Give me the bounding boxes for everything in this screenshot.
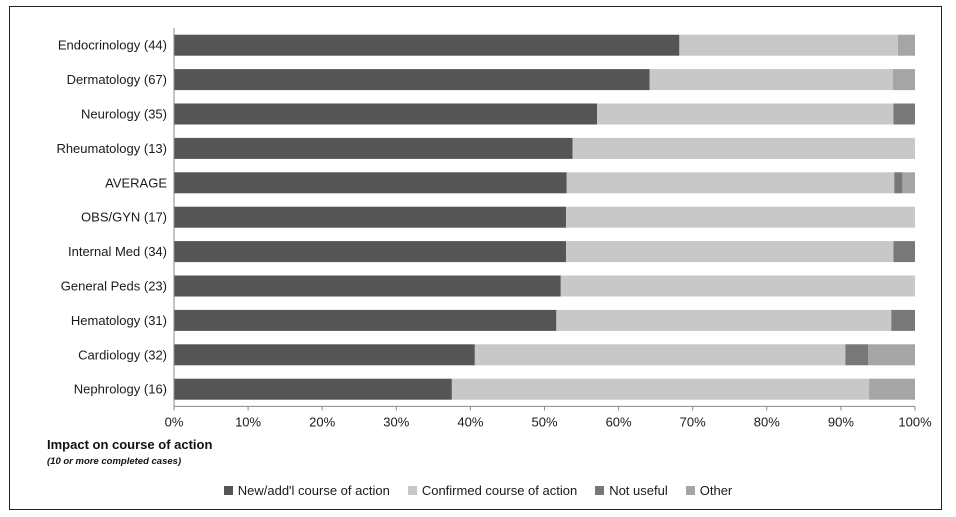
legend-item-other: Other <box>685 483 733 498</box>
bar-segment-confirmed-course-of-action <box>565 241 894 263</box>
chart-frame <box>9 6 942 510</box>
bar-segment-other <box>902 172 915 194</box>
chart-title: Impact on course of action <box>47 437 213 452</box>
x-tick-label: 80% <box>754 414 780 429</box>
bar-segment-other <box>868 344 915 366</box>
bar-segment-new-add-l-course-of-action <box>174 69 650 91</box>
bar-segment-new-add-l-course-of-action <box>174 34 680 56</box>
bar-segment-new-add-l-course-of-action <box>174 344 475 366</box>
legend-label: New/add'l course of action <box>237 483 390 498</box>
bar-segment-new-add-l-course-of-action <box>174 309 557 331</box>
x-tick-label: 70% <box>680 414 706 429</box>
bar-segment-new-add-l-course-of-action <box>174 275 561 297</box>
category-label: General Peds (23) <box>61 279 167 294</box>
category-label: Cardiology (32) <box>78 347 167 362</box>
legend-label: Confirmed course of action <box>421 483 578 498</box>
bar-segment-new-add-l-course-of-action <box>174 206 566 228</box>
legend-label: Not useful <box>609 483 668 498</box>
bar-segment-other <box>869 378 915 400</box>
legend-swatch <box>223 486 233 495</box>
category-label: AVERAGE <box>105 175 167 190</box>
category-label: Hematology (31) <box>71 313 167 328</box>
x-tick-label: 100% <box>898 414 932 429</box>
category-label: Internal Med (34) <box>68 244 167 259</box>
bar-segment-confirmed-course-of-action <box>565 206 915 228</box>
bar-segment-new-add-l-course-of-action <box>174 241 566 263</box>
bar-segment-new-add-l-course-of-action <box>174 103 598 125</box>
legend-swatch <box>685 486 695 495</box>
bar-segment-not-useful <box>893 103 915 125</box>
x-tick-label: 20% <box>309 414 335 429</box>
bar-segment-confirmed-course-of-action <box>649 69 893 91</box>
bar-segment-confirmed-course-of-action <box>474 344 846 366</box>
legend-item-new-add-l-course-of-action: New/add'l course of action <box>223 483 390 498</box>
bar-segment-confirmed-course-of-action <box>679 34 898 56</box>
legend-item-not-useful: Not useful <box>595 483 668 498</box>
category-label: Rheumatology (13) <box>56 141 167 156</box>
bar-segment-confirmed-course-of-action <box>560 275 915 297</box>
legend-item-confirmed-course-of-action: Confirmed course of action <box>407 483 578 498</box>
bar-segment-not-useful <box>845 344 869 366</box>
bar-segment-confirmed-course-of-action <box>572 137 915 159</box>
bar-segment-confirmed-course-of-action <box>566 172 895 194</box>
x-tick-label: 0% <box>165 414 184 429</box>
bar-segment-confirmed-course-of-action <box>451 378 870 400</box>
x-tick-label: 10% <box>235 414 261 429</box>
bar-segment-confirmed-course-of-action <box>597 103 894 125</box>
bar-segment-new-add-l-course-of-action <box>174 137 573 159</box>
bar-segment-confirmed-course-of-action <box>556 309 892 331</box>
x-tick-label: 40% <box>457 414 483 429</box>
x-tick-label: 90% <box>828 414 854 429</box>
bar-segment-not-useful <box>893 241 915 263</box>
bar-segment-new-add-l-course-of-action <box>174 172 567 194</box>
chart-subtitle: (10 or more completed cases) <box>47 456 182 467</box>
legend-swatch <box>595 486 605 495</box>
legend-swatch <box>407 486 417 495</box>
bar-segment-other <box>897 34 915 56</box>
x-tick-label: 30% <box>383 414 409 429</box>
category-label: Endocrinology (44) <box>58 38 167 53</box>
x-axis: 0% 10% 20% 30% 40% 50% 60% 70% 80% 90% 100% <box>165 28 932 429</box>
category-label: Neurology (35) <box>81 107 167 122</box>
bar-segment-not-useful <box>891 309 915 331</box>
legend-label: Other <box>699 483 733 498</box>
x-tick-label: 50% <box>531 414 557 429</box>
bar-segment-new-add-l-course-of-action <box>174 378 452 400</box>
x-tick-label: 60% <box>606 414 632 429</box>
category-label: Dermatology (67) <box>67 72 167 87</box>
bars-layer <box>174 34 915 400</box>
legend: New/add'l course of action Confirmed cour… <box>0 483 956 498</box>
category-label: Nephrology (16) <box>74 382 167 397</box>
bar-segment-not-useful <box>894 172 903 194</box>
category-labels: Endocrinology (44) Dermatology (67) Neurol… <box>56 38 167 397</box>
category-label: OBS/GYN (17) <box>81 210 167 225</box>
bar-segment-other <box>892 69 915 91</box>
